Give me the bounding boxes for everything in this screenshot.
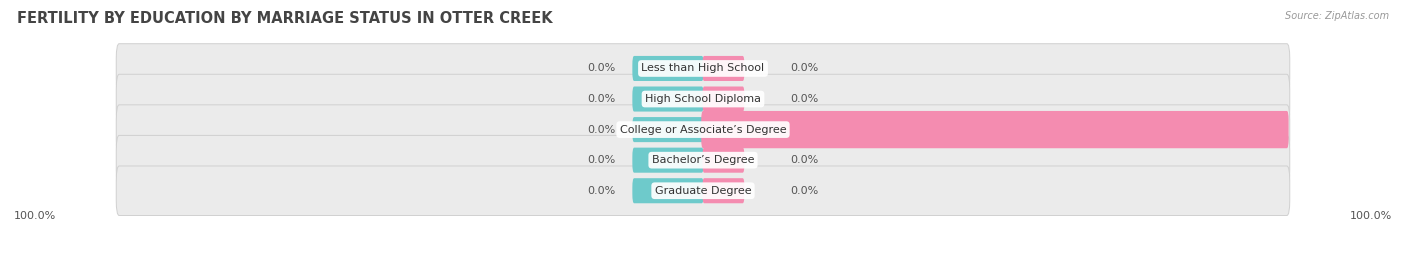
FancyBboxPatch shape (633, 178, 703, 203)
Text: Source: ZipAtlas.com: Source: ZipAtlas.com (1285, 11, 1389, 21)
FancyBboxPatch shape (117, 105, 1289, 154)
Text: 0.0%: 0.0% (588, 124, 616, 135)
Text: 0.0%: 0.0% (588, 155, 616, 165)
FancyBboxPatch shape (703, 86, 744, 112)
Text: 100.0%: 100.0% (1350, 211, 1392, 221)
Text: 100.0%: 100.0% (14, 211, 56, 221)
Text: 0.0%: 0.0% (790, 94, 818, 104)
FancyBboxPatch shape (702, 111, 1289, 148)
FancyBboxPatch shape (117, 44, 1289, 93)
FancyBboxPatch shape (633, 148, 703, 173)
FancyBboxPatch shape (703, 148, 744, 173)
FancyBboxPatch shape (633, 117, 703, 142)
Legend: Married, Unmarried: Married, Unmarried (624, 266, 782, 270)
FancyBboxPatch shape (633, 56, 703, 81)
Text: 0.0%: 0.0% (790, 186, 818, 196)
Text: 0.0%: 0.0% (790, 63, 818, 73)
Text: 0.0%: 0.0% (790, 155, 818, 165)
Text: 100.0%: 100.0% (1305, 124, 1350, 135)
Text: 0.0%: 0.0% (588, 94, 616, 104)
FancyBboxPatch shape (633, 86, 703, 112)
Text: 0.0%: 0.0% (588, 186, 616, 196)
FancyBboxPatch shape (117, 136, 1289, 185)
FancyBboxPatch shape (703, 178, 744, 203)
FancyBboxPatch shape (703, 56, 744, 81)
Text: FERTILITY BY EDUCATION BY MARRIAGE STATUS IN OTTER CREEK: FERTILITY BY EDUCATION BY MARRIAGE STATU… (17, 11, 553, 26)
FancyBboxPatch shape (117, 74, 1289, 124)
Text: Graduate Degree: Graduate Degree (655, 186, 751, 196)
Text: College or Associate’s Degree: College or Associate’s Degree (620, 124, 786, 135)
Text: Bachelor’s Degree: Bachelor’s Degree (652, 155, 754, 165)
Text: 0.0%: 0.0% (588, 63, 616, 73)
Text: Less than High School: Less than High School (641, 63, 765, 73)
Text: High School Diploma: High School Diploma (645, 94, 761, 104)
FancyBboxPatch shape (117, 166, 1289, 215)
